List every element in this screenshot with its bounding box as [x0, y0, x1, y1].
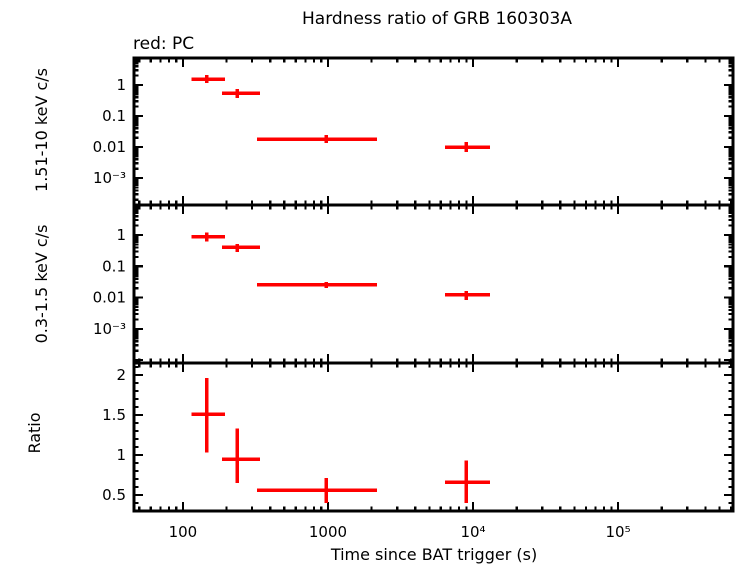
y-axis-title-hard: 1.51-10 keV c/s: [32, 68, 51, 192]
data-point: [191, 378, 225, 453]
tick-marks: [134, 204, 733, 363]
panel-soft-band: 1 0.1 0.01 10⁻³: [93, 203, 735, 365]
x-tick-label: 1000: [309, 523, 347, 541]
x-tick-label: 100: [169, 523, 198, 541]
data-point: [256, 478, 378, 503]
y-tick-label: 1: [116, 226, 126, 244]
data-point: [444, 460, 491, 503]
y-tick-label: 0.5: [102, 486, 126, 504]
y-tick-label: 10⁻³: [93, 169, 126, 187]
data-point: [256, 282, 378, 289]
y-tick-label: 1: [116, 446, 126, 464]
y-axis-title-ratio: Ratio: [25, 412, 44, 453]
data-point: [256, 135, 378, 143]
panel-frame: [132, 361, 735, 513]
data-point: [222, 243, 261, 252]
y-tick-label: 2: [116, 366, 126, 384]
panels-group: 1 0.1 0.01 10⁻³ 1 0.1 0.01 10⁻³ 0.5 1 1.5 2 100 1000 1…: [93, 56, 735, 541]
data-point: [222, 428, 261, 483]
data-point: [191, 74, 225, 83]
mode-legend: red: PC: [133, 34, 194, 54]
y-tick-label: 1.5: [102, 406, 126, 424]
panel-frame: [132, 203, 735, 365]
tick-marks: [134, 363, 733, 513]
data-point: [222, 89, 261, 98]
y-tick-label: 0.1: [102, 107, 126, 125]
y-tick-label: 0.1: [102, 257, 126, 275]
x-tick-label: 10⁵: [606, 523, 631, 541]
panel-ratio: 0.5 1 1.5 2: [102, 361, 735, 513]
panel-hard-band: 1 0.1 0.01 10⁻³: [93, 56, 735, 207]
y-tick-label: 1: [116, 76, 126, 94]
x-axis-title: Time since BAT trigger (s): [330, 545, 537, 564]
data-point: [444, 291, 491, 300]
y-tick-label: 10⁻³: [93, 320, 126, 338]
y-tick-label: 0.01: [93, 289, 126, 307]
chart-title: Hardness ratio of GRB 160303A: [302, 9, 572, 29]
data-point: [444, 141, 491, 153]
y-tick-label: 0.01: [93, 138, 126, 156]
x-tick-label: 10⁴: [460, 523, 485, 541]
y-axis-title-soft: 0.3-1.5 keV c/s: [32, 225, 51, 344]
data-point: [191, 232, 225, 242]
